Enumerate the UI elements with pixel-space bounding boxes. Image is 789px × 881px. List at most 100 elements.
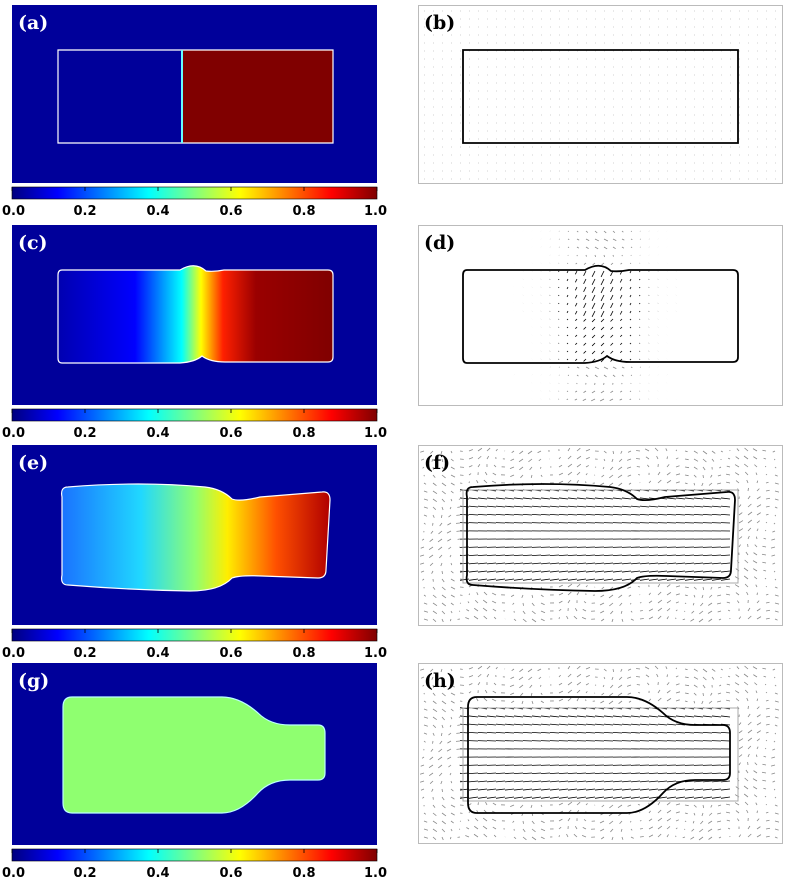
vector bbox=[585, 366, 590, 369]
vector bbox=[774, 618, 778, 621]
vector bbox=[576, 715, 587, 718]
vector bbox=[450, 684, 455, 688]
vector bbox=[594, 715, 605, 718]
vector bbox=[600, 310, 605, 318]
vector bbox=[591, 318, 596, 323]
vector bbox=[621, 723, 632, 726]
vector bbox=[610, 310, 614, 317]
vector bbox=[735, 698, 740, 702]
vector bbox=[693, 700, 696, 704]
vector bbox=[477, 514, 488, 516]
vector bbox=[666, 578, 677, 581]
vector bbox=[441, 498, 445, 503]
vector bbox=[594, 554, 605, 556]
vector bbox=[474, 607, 479, 612]
vector bbox=[594, 238, 600, 242]
vector bbox=[510, 474, 515, 478]
vector bbox=[603, 554, 614, 556]
vector bbox=[639, 286, 641, 289]
vector bbox=[441, 676, 444, 681]
vector bbox=[441, 586, 446, 591]
vector bbox=[594, 514, 605, 516]
vector bbox=[744, 463, 749, 468]
vector bbox=[477, 788, 488, 791]
vector bbox=[531, 562, 542, 565]
vector bbox=[504, 554, 515, 556]
vector bbox=[763, 755, 767, 758]
vector bbox=[432, 498, 437, 502]
vector bbox=[762, 545, 767, 548]
vector bbox=[630, 780, 641, 783]
vector bbox=[756, 722, 762, 726]
vector bbox=[558, 608, 562, 612]
vector bbox=[591, 302, 596, 310]
vector bbox=[486, 772, 497, 774]
colorbar-tick-label: 0.0 bbox=[2, 866, 25, 881]
vector bbox=[717, 692, 722, 695]
vector bbox=[491, 698, 497, 702]
vector bbox=[710, 804, 713, 808]
vector bbox=[684, 715, 695, 718]
vector bbox=[702, 466, 706, 471]
vector bbox=[441, 594, 447, 599]
vector bbox=[600, 342, 605, 347]
vector bbox=[656, 455, 659, 460]
vector bbox=[441, 724, 444, 729]
vector bbox=[619, 820, 623, 824]
vector bbox=[450, 498, 453, 502]
vector bbox=[495, 666, 498, 670]
vector bbox=[495, 715, 506, 718]
vector bbox=[756, 730, 761, 734]
vector bbox=[711, 676, 715, 680]
vector bbox=[495, 514, 506, 516]
vector bbox=[756, 616, 762, 620]
vector bbox=[419, 554, 425, 557]
vector bbox=[576, 723, 587, 726]
vector bbox=[693, 668, 698, 672]
vector bbox=[621, 562, 632, 565]
vector bbox=[558, 480, 564, 484]
vector bbox=[432, 610, 438, 614]
vector bbox=[531, 780, 542, 783]
vector bbox=[440, 780, 443, 785]
vector bbox=[747, 607, 751, 612]
vector bbox=[762, 667, 767, 670]
vector bbox=[765, 699, 769, 702]
vector bbox=[513, 723, 524, 726]
vector bbox=[666, 682, 670, 686]
vector bbox=[610, 342, 614, 346]
vector bbox=[432, 692, 436, 696]
vector bbox=[477, 723, 488, 726]
vector bbox=[774, 506, 778, 509]
vector bbox=[639, 278, 641, 281]
vector bbox=[765, 723, 770, 726]
vector bbox=[583, 342, 587, 346]
vector bbox=[693, 578, 704, 581]
vector bbox=[627, 676, 632, 679]
vector bbox=[567, 570, 578, 573]
vector bbox=[567, 689, 573, 694]
vector bbox=[446, 530, 452, 534]
vector bbox=[585, 796, 596, 799]
vector bbox=[430, 530, 434, 534]
vector bbox=[735, 592, 740, 596]
vector bbox=[558, 674, 561, 678]
vector bbox=[522, 788, 533, 791]
vector bbox=[495, 788, 506, 791]
vector bbox=[439, 740, 443, 745]
vector bbox=[581, 835, 587, 838]
vector bbox=[423, 724, 428, 727]
vector bbox=[567, 578, 578, 581]
vector bbox=[531, 602, 535, 607]
vector bbox=[657, 505, 668, 508]
vector bbox=[531, 715, 542, 718]
vector bbox=[549, 715, 560, 718]
vector bbox=[432, 474, 436, 478]
vector bbox=[610, 350, 614, 354]
vector bbox=[468, 772, 479, 774]
vector bbox=[639, 554, 650, 556]
vector bbox=[756, 496, 761, 500]
vector bbox=[484, 689, 488, 694]
vector bbox=[432, 586, 436, 590]
panel-c bbox=[12, 225, 377, 405]
